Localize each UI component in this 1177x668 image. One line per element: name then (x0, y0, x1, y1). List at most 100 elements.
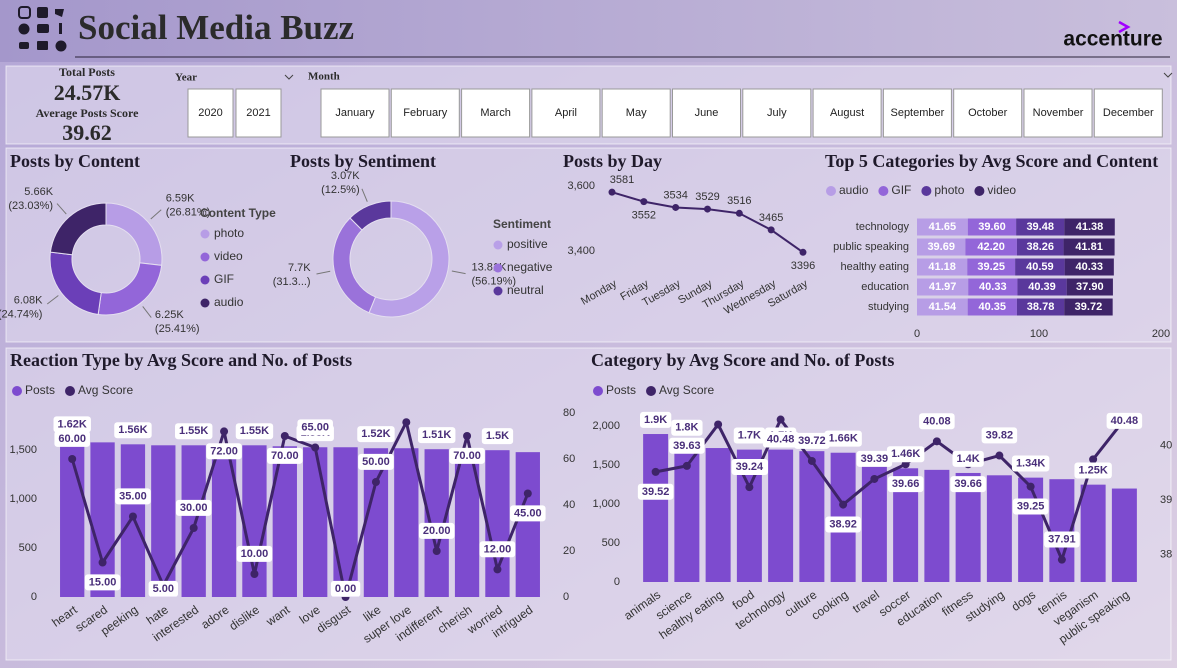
bar (1111, 488, 1137, 582)
slicer-button[interactable] (1093, 88, 1163, 138)
label-box (53, 416, 91, 433)
slicer-option[interactable]: January (335, 107, 375, 119)
kpi-label: Total Posts (59, 65, 115, 79)
y2-tick-label: 40 (563, 499, 575, 511)
legend-swatch (646, 386, 657, 396)
data-label: 10.00 (241, 548, 269, 560)
slicer-option[interactable]: 2020 (198, 107, 222, 119)
y-tick-label: 1,000 (592, 498, 620, 510)
label-box (479, 541, 516, 558)
data-label: 12.00 (484, 543, 512, 555)
line-point (640, 198, 648, 206)
label-box (235, 423, 274, 440)
slicer-button[interactable] (672, 88, 741, 138)
slicer-button[interactable] (812, 88, 882, 138)
legend-swatch (65, 386, 76, 396)
data-label: 3396 (791, 260, 815, 272)
slicer-option[interactable]: October (968, 107, 1007, 119)
y-tick-label: 500 (19, 542, 37, 554)
bar (90, 442, 115, 597)
data-label: 39.66 (954, 478, 982, 490)
data-label: 3534 (663, 189, 687, 201)
bar (986, 475, 1012, 582)
dropdown-chevron[interactable] (284, 74, 294, 80)
bar (1080, 484, 1106, 582)
data-label: 40.35 (979, 301, 1007, 313)
bar (643, 434, 669, 582)
label-box (640, 411, 672, 428)
slicer-option[interactable]: May (626, 107, 647, 119)
legend-swatch (200, 229, 210, 239)
slicer-button[interactable] (601, 88, 671, 138)
legend-swatch (878, 186, 889, 196)
data-label: 41.54 (929, 301, 957, 313)
data-label: 3.07K (331, 170, 360, 182)
bar (181, 445, 206, 597)
bar-segment (1016, 298, 1065, 316)
leader-line (316, 270, 331, 275)
label-box (267, 447, 303, 464)
data-label: 40.39 (1028, 281, 1056, 293)
slicer-option[interactable]: November (1033, 107, 1084, 119)
slicer-option[interactable]: 2021 (246, 107, 270, 119)
data-label: 39.39 (861, 453, 889, 465)
data-label: 39.72 (1075, 301, 1103, 313)
data-label: 3581 (610, 174, 634, 186)
slicer-option[interactable]: February (403, 107, 448, 119)
slicer-button[interactable] (461, 88, 531, 138)
slicer-button[interactable] (742, 88, 812, 138)
slicer-option[interactable]: December (1103, 107, 1154, 119)
legend-label: audio (839, 183, 869, 197)
label-box (175, 499, 212, 516)
slicer-button[interactable] (390, 88, 460, 138)
line-point (280, 432, 289, 440)
slicer-button[interactable] (882, 88, 952, 138)
data-label: 1.66K (828, 433, 857, 445)
bar-segment (917, 218, 968, 236)
line-point (735, 209, 743, 217)
y-tick-label: technology (856, 221, 910, 233)
data-label: 1.5K (486, 430, 509, 442)
slicer-option[interactable]: September (890, 107, 944, 119)
slicer-button[interactable] (235, 88, 282, 138)
label-box (637, 483, 674, 500)
y2-tick-label: 0 (563, 591, 569, 603)
bar (60, 438, 85, 597)
line-point (714, 420, 723, 429)
data-label: (23.03%) (8, 200, 53, 212)
slicer-button[interactable] (187, 88, 234, 138)
leader-line (150, 209, 162, 220)
y-tick-label: 3,600 (567, 180, 595, 192)
data-label: (25.41%) (155, 323, 200, 335)
slicer-button[interactable] (320, 88, 390, 138)
line-point (523, 489, 532, 498)
x-tick-label: 200 (1152, 328, 1170, 340)
data-label: 39.25 (1017, 501, 1045, 513)
bar-segment (967, 298, 1017, 316)
label-box (981, 427, 1018, 444)
label-box (449, 447, 485, 464)
slicer-option[interactable]: August (830, 107, 864, 119)
data-label: 42.20 (977, 241, 1005, 253)
slicer-option[interactable]: March (480, 107, 511, 119)
data-label: 60.00 (58, 433, 86, 445)
data-label: 3529 (695, 191, 719, 203)
bar-segment (1017, 278, 1067, 296)
line-point (98, 558, 107, 567)
data-label: 1.56K (118, 424, 147, 436)
dropdown-chevron[interactable] (1163, 72, 1173, 78)
label-box (794, 432, 830, 449)
slicer-button[interactable] (953, 88, 1023, 138)
slicer-option[interactable]: July (767, 107, 787, 119)
y2-tick-label: 40 (1160, 440, 1172, 452)
slicer-button[interactable] (1023, 88, 1093, 138)
slicer-button[interactable] (531, 88, 601, 138)
y-tick-label: 2,000 (592, 420, 620, 432)
slicer-title: Year (175, 72, 197, 84)
slicer-option[interactable]: June (695, 107, 719, 119)
slicer-option[interactable]: April (555, 107, 577, 119)
label-box (418, 427, 456, 444)
chart-title: Posts by Day (563, 151, 662, 171)
chart-title: Category by Avg Score and No. of Posts (591, 350, 894, 370)
